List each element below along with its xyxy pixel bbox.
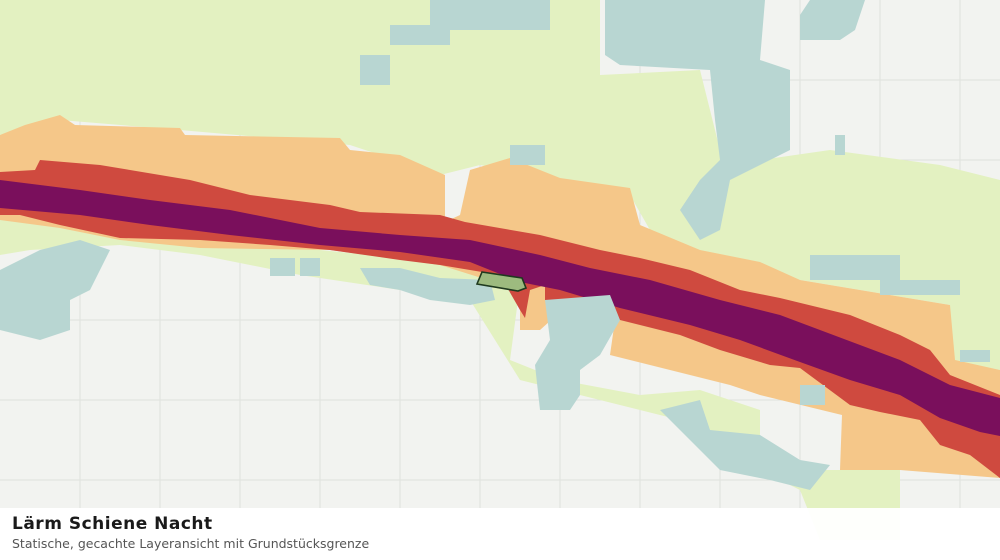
caption-subtitle: Statische, gecachte Layeransicht mit Gru… xyxy=(12,536,369,551)
water-woodland xyxy=(0,0,990,490)
noise-zone-high xyxy=(0,160,1000,478)
caption-panel xyxy=(0,508,1000,560)
caption-title: Lärm Schiene Nacht xyxy=(12,514,213,534)
parcel-boundary xyxy=(475,271,528,292)
noise-zone-very-high xyxy=(0,180,1000,436)
